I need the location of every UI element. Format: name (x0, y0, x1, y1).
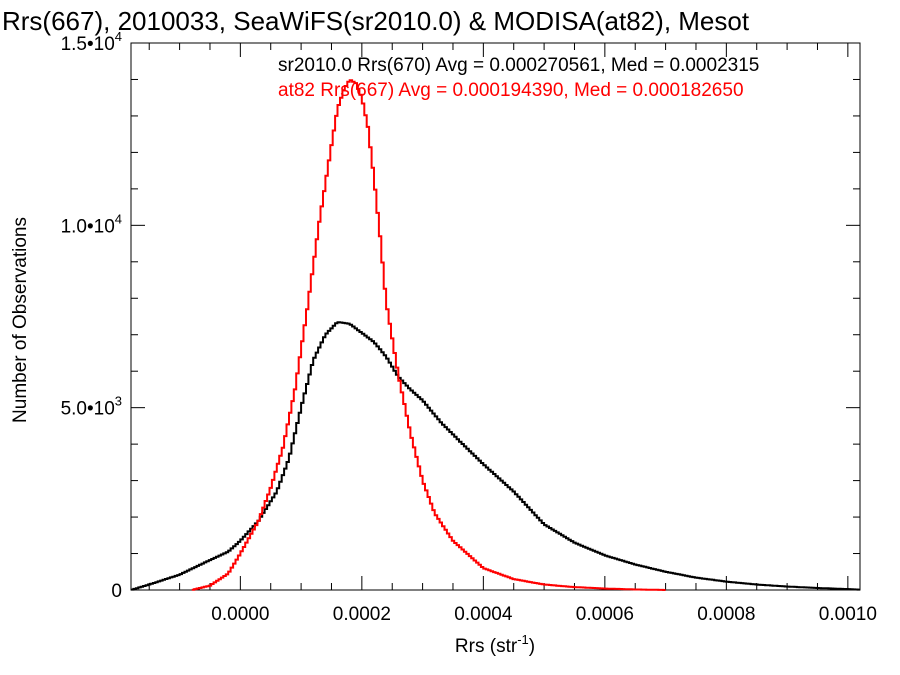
x-tick-label: 0.0006 (576, 604, 634, 625)
plot-area: 0.0000 0.0002 0.0004 0.0006 0.0008 0.0010 0 5.0… (61, 29, 877, 625)
x-tick-label: 0.0004 (454, 604, 513, 625)
x-axis-label-text: Rrs (str (455, 636, 518, 657)
x-tick-label: 0.0008 (697, 604, 755, 625)
series-red-histogram (191, 79, 666, 591)
annotation-black-stats: sr2010.0 Rrs(670) Avg = 0.000270561, Med… (278, 55, 759, 76)
x-tick-label: 0.0000 (211, 604, 269, 625)
y-tick-label: 1.0•104 (61, 211, 122, 237)
y-axis-label: Number of Observations (10, 217, 31, 423)
x-axis-label-superscript: -1 (517, 632, 529, 647)
annotations: sr2010.0 Rrs(670) Avg = 0.000270561, Med… (278, 55, 759, 101)
x-tick-label: 0.0010 (819, 604, 877, 625)
chart-title: Rrs(667), 2010033, SeaWiFS(sr2010.0) & M… (2, 6, 750, 36)
annotation-red-stats: at82 Rrs(667) Avg = 0.000194390, Med = 0… (278, 80, 744, 101)
y-tick-label: 5.0•103 (61, 394, 122, 420)
x-axis-label-close: ) (529, 636, 535, 657)
plot-frame (130, 42, 861, 591)
x-axis-label: Rrs (str-1) (455, 632, 535, 657)
x-tick-label: 0.0002 (333, 604, 391, 625)
y-tick-label: 1.5•104 (61, 29, 122, 55)
y-tick-label: 0 (111, 581, 122, 602)
series-black-histogram (131, 321, 860, 591)
